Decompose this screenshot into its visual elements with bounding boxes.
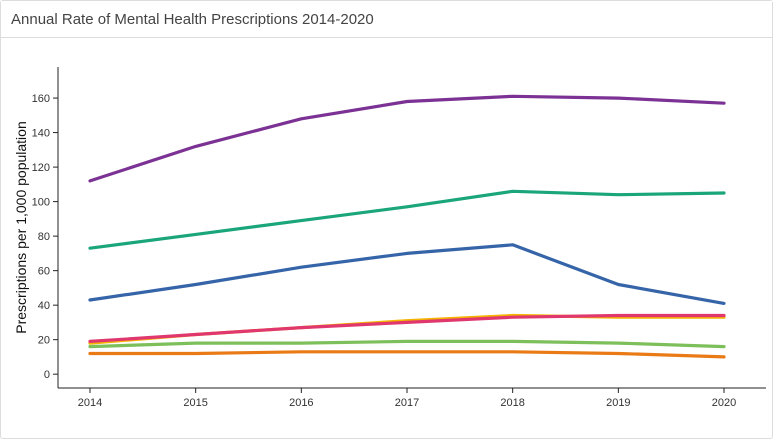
y-tick-label: 140 [32, 128, 50, 140]
x-tick-label: 2014 [78, 397, 102, 409]
x-tick-label: 2019 [606, 397, 630, 409]
series-line-3 [88, 243, 726, 305]
y-tick-label: 20 [38, 335, 50, 347]
series-line-6 [88, 339, 726, 349]
x-tick-label: 2018 [500, 397, 524, 409]
y-tick-label: 120 [32, 162, 50, 174]
y-tick-label: 40 [38, 300, 50, 312]
x-tick-label: 2016 [289, 397, 313, 409]
series-line-2 [88, 189, 726, 250]
series-line-7 [88, 350, 726, 359]
line-chart: 0 20 40 60 80 100 120 140 160 2014 2015 2016 2017 201… [13, 67, 766, 409]
x-tick-label: 2017 [395, 397, 419, 409]
series-line-1 [88, 94, 726, 183]
series-line-4 [88, 313, 726, 345]
y-tick-label: 80 [38, 231, 50, 243]
y-tick-label: 160 [32, 93, 50, 105]
chart-series [88, 94, 726, 359]
y-tick-label: 0 [44, 369, 50, 381]
series-line-5 [88, 313, 726, 343]
x-tick-label: 2015 [183, 397, 207, 409]
x-tick-label: 2020 [712, 397, 736, 409]
chart-axes: 0 20 40 60 80 100 120 140 160 2014 2015 2016 2017 201… [32, 67, 766, 409]
chart-title: Annual Rate of Mental Health Prescriptio… [11, 11, 374, 28]
y-tick-label: 100 [32, 197, 50, 209]
y-tick-label: 60 [38, 266, 50, 278]
panel-header: Annual Rate of Mental Health Prescriptio… [1, 1, 772, 38]
y-axis-title: Prescriptions per 1,000 population [13, 121, 29, 333]
